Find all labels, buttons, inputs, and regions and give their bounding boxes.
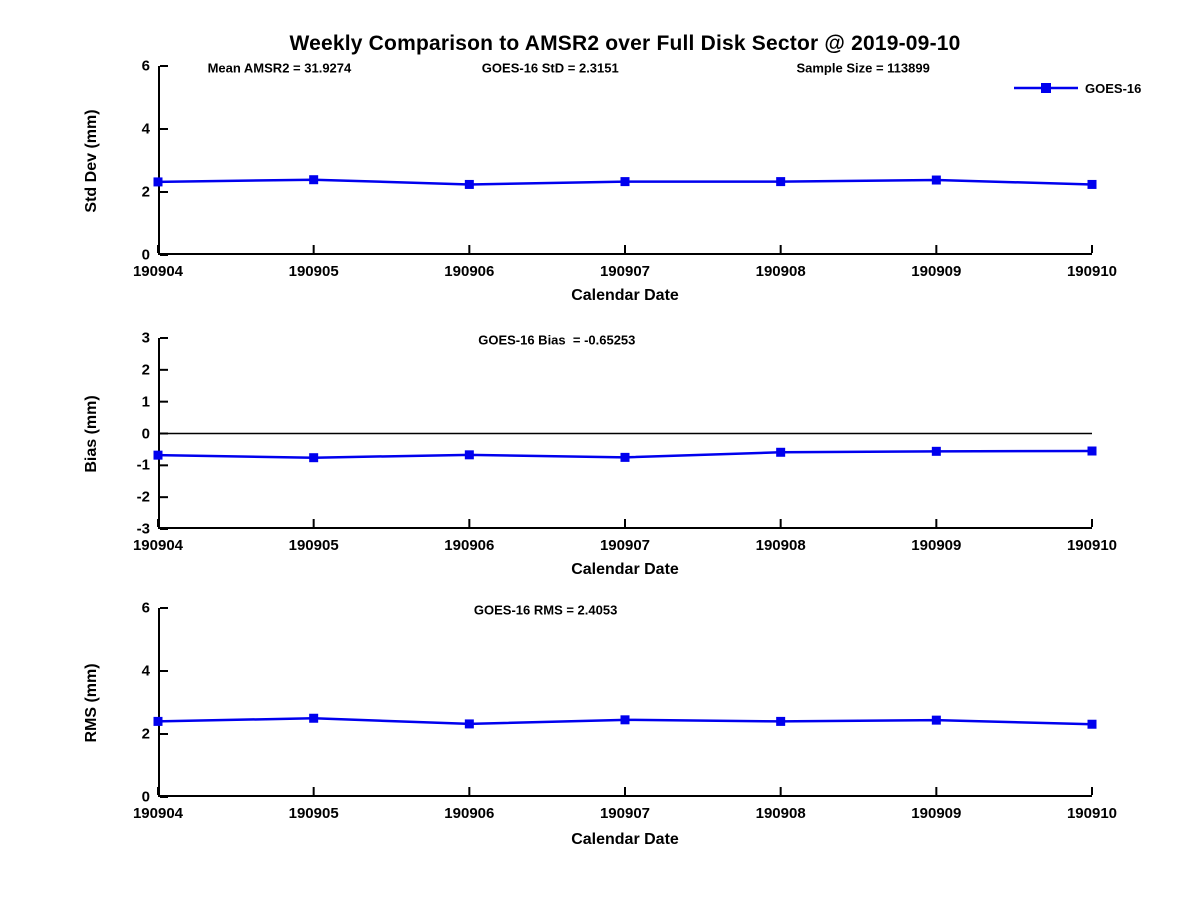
data-point-marker — [464, 719, 474, 729]
data-point-marker — [776, 177, 786, 187]
x-tick-label: 190909 — [911, 263, 962, 280]
y-tick-label: 6 — [141, 57, 150, 75]
plot-canvas — [153, 337, 1097, 530]
x-axis-label: Calendar Date — [571, 287, 679, 304]
plot-area-rms — [158, 608, 1092, 797]
data-point-marker — [309, 453, 319, 463]
x-tick-label: 190904 — [132, 537, 184, 554]
data-point-marker — [153, 716, 163, 726]
x-tick-label: 190910 — [1066, 537, 1118, 554]
data-point-marker — [1087, 179, 1097, 189]
x-tick-label: 190908 — [755, 805, 806, 822]
y-tick-label: -3 — [136, 520, 150, 538]
x-tick-label: 190904 — [132, 263, 184, 280]
data-point-marker — [776, 716, 786, 726]
y-tick-label: 2 — [141, 183, 150, 201]
data-point-marker — [464, 450, 474, 460]
subplot-rms: RMS (mm) Calendar Date 190904 190905 19090… — [83, 599, 1118, 848]
legend-square-marker-icon — [1041, 83, 1051, 93]
x-tick-label: 190910 — [1066, 805, 1118, 822]
data-point-marker — [776, 447, 786, 457]
x-tick-label: 190905 — [288, 805, 339, 822]
data-point-marker — [153, 177, 163, 187]
y-tick-label: -2 — [136, 488, 150, 506]
stat-annotation: GOES-16 StD = 2.3151 — [481, 60, 619, 76]
x-tick-label: 190909 — [911, 537, 962, 554]
data-point-marker — [309, 175, 319, 185]
x-tick-label: 190906 — [444, 805, 495, 822]
x-tick-label: 190907 — [599, 537, 651, 554]
data-point-marker — [620, 177, 630, 187]
y-tick-label: 2 — [141, 361, 150, 379]
plot-canvas — [153, 607, 1097, 798]
data-point-marker — [931, 715, 941, 725]
data-point-marker — [464, 179, 474, 189]
data-point-marker — [1087, 719, 1097, 729]
y-tick-label: 0 — [141, 788, 150, 806]
x-tick-label: 190910 — [1066, 263, 1118, 280]
plot-canvas — [153, 65, 1097, 256]
y-tick-label: 0 — [141, 246, 150, 264]
stat-annotation: GOES-16 RMS = 2.4053 — [473, 602, 618, 618]
plot-area-std-dev — [158, 66, 1092, 255]
y-tick-label: 6 — [141, 599, 150, 617]
legend-label: GOES-16 — [1085, 80, 1142, 96]
stat-annotation: Mean AMSR2 = 31.9274 — [207, 60, 352, 76]
x-tick-label: 190907 — [599, 263, 651, 280]
y-tick-label: 0 — [141, 425, 150, 442]
x-tick-label: 190905 — [288, 263, 339, 280]
y-tick-label: 4 — [141, 120, 150, 138]
x-tick-label: 190906 — [444, 537, 495, 554]
y-tick-label: 2 — [141, 725, 150, 743]
x-axis-label: Calendar Date — [571, 561, 679, 578]
legend-line-sample — [1014, 83, 1078, 93]
x-axis-label: Calendar Date — [571, 831, 679, 848]
data-point-marker — [309, 713, 319, 723]
subplot-std-dev: Std Dev (mm) Calendar Date 190904 190905 1… — [83, 57, 1118, 304]
y-tick-label: 1 — [141, 393, 150, 411]
x-tick-label: 190906 — [444, 263, 495, 280]
x-tick-label: 190905 — [288, 537, 339, 554]
data-point-marker — [1087, 446, 1097, 456]
y-tick-label: 4 — [141, 662, 150, 680]
x-tick-label: 190904 — [132, 805, 184, 822]
y-tick-label: -1 — [136, 456, 150, 474]
x-tick-label: 190908 — [755, 263, 806, 280]
x-tick-label: 190908 — [755, 537, 806, 554]
data-point-marker — [931, 175, 941, 185]
data-point-marker — [153, 450, 163, 460]
stat-annotation: GOES-16 Bias = -0.65253 — [478, 332, 636, 348]
data-point-marker — [620, 715, 630, 725]
x-tick-label: 190907 — [599, 805, 651, 822]
stat-annotation: Sample Size = 113899 — [796, 60, 930, 76]
figure-title: Weekly Comparison to AMSR2 over Full Dis… — [289, 32, 961, 55]
subplot-bias: Bias (mm) Calendar Date 190904 190905 1909… — [83, 329, 1118, 578]
x-tick-label: 190909 — [911, 805, 962, 822]
data-point-marker — [931, 446, 941, 456]
y-tick-label: 3 — [141, 329, 150, 347]
legend: GOES-16 — [1014, 80, 1141, 96]
data-point-marker — [620, 452, 630, 462]
